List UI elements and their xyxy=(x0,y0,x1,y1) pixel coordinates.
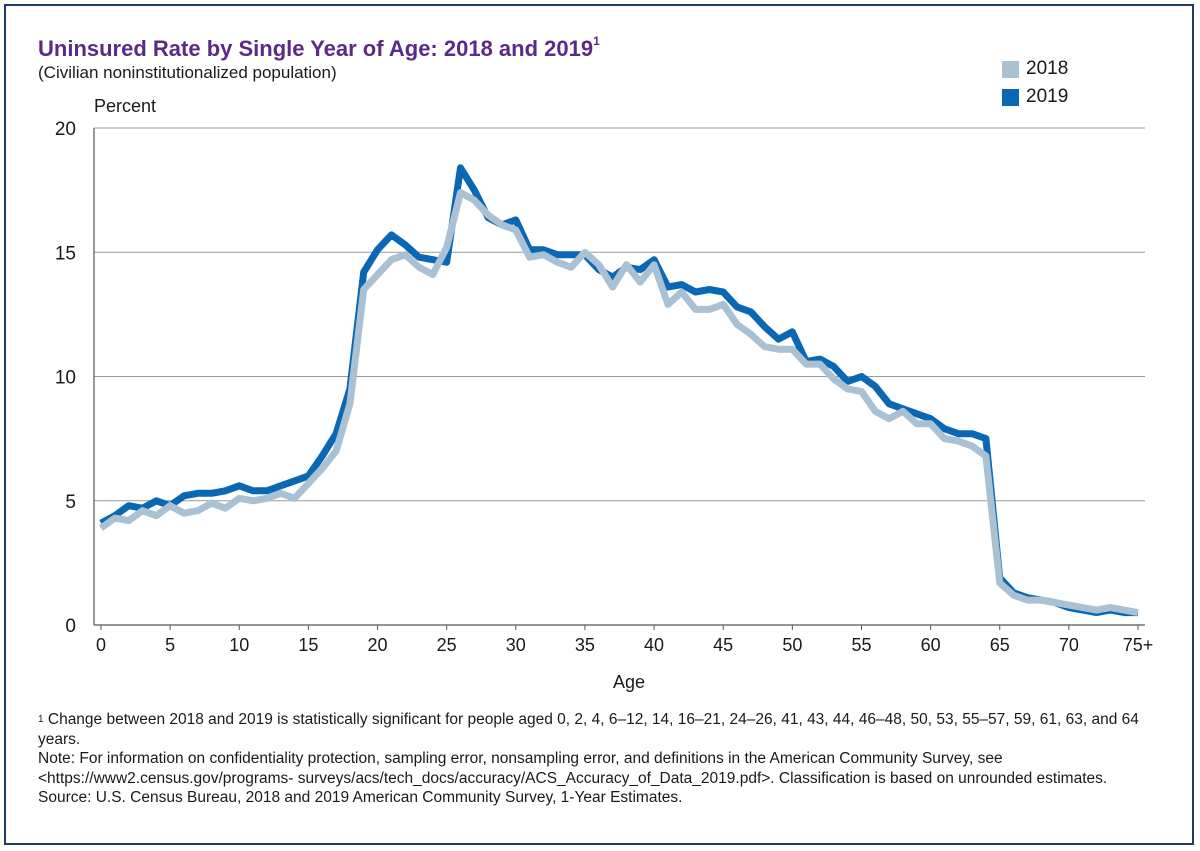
footnotes: 1 Change between 2018 and 2019 is statis… xyxy=(38,710,1168,808)
footnote-1: 1 Change between 2018 and 2019 is statis… xyxy=(38,710,1168,749)
footnote-note: Note: For information on confidentiality… xyxy=(38,750,1108,787)
legend-swatch-2018 xyxy=(1002,60,1019,78)
series-line-2018 xyxy=(98,189,1139,617)
y-tick-label-0: 0 xyxy=(65,616,76,637)
x-tick-label-10: 10 xyxy=(229,635,249,655)
x-tick-label-5: 5 xyxy=(165,635,175,655)
x-axis-label: Age xyxy=(613,672,645,692)
x-tick-label-15: 15 xyxy=(298,635,318,655)
footnote-marker: 1 xyxy=(38,714,44,725)
x-tick-label-35: 35 xyxy=(575,635,595,655)
x-tick-label-75+: 75+ xyxy=(1123,635,1154,655)
x-tick-label-60: 60 xyxy=(921,635,941,655)
x-tick-label-30: 30 xyxy=(506,635,526,655)
legend-label-2018: 2018 xyxy=(1026,58,1069,79)
legend-label-2019: 2019 xyxy=(1026,86,1069,107)
y-tick-label-20: 20 xyxy=(55,119,76,140)
y-tick-label-10: 10 xyxy=(55,368,76,389)
x-tick-label-70: 70 xyxy=(1059,635,1079,655)
series-lines xyxy=(98,164,1139,617)
x-tick-label-0: 0 xyxy=(96,635,106,655)
y-tick-label-5: 5 xyxy=(65,492,76,513)
chart-subtitle: (Civilian noninstitutionalized populatio… xyxy=(38,63,337,82)
x-tick-label-50: 50 xyxy=(782,635,802,655)
gridlines xyxy=(93,127,1145,626)
x-tick-label-45: 45 xyxy=(713,635,733,655)
y-axis-label: Percent xyxy=(94,96,156,116)
x-tick-labels: 0 5 10 15 20 25 30 35 40 45 50 55 60 65 70 75+ xyxy=(96,625,1153,655)
x-tick-label-65: 65 xyxy=(990,635,1010,655)
legend-item-2018: 2018 xyxy=(1002,55,1068,83)
legend: 2018 2019 xyxy=(1002,55,1068,111)
x-tick-label-25: 25 xyxy=(437,635,457,655)
chart-title-text: Uninsured Rate by Single Year of Age: 20… xyxy=(38,36,594,61)
x-tick-label-40: 40 xyxy=(644,635,664,655)
footnote-1-text: Change between 2018 and 2019 is statisti… xyxy=(38,711,1139,748)
chart-title: Uninsured Rate by Single Year of Age: 20… xyxy=(38,34,600,62)
title-footnote-marker: 1 xyxy=(593,34,600,48)
chart-frame xyxy=(4,4,1194,845)
legend-swatch-2019 xyxy=(1002,88,1019,106)
y-tick-labels: 0 5 10 15 20 xyxy=(55,119,76,637)
x-tick-label-20: 20 xyxy=(368,635,388,655)
footnote-source: Source: U.S. Census Bureau, 2018 and 201… xyxy=(38,789,683,806)
series-line-2019 xyxy=(99,164,1138,617)
y-tick-label-15: 15 xyxy=(55,243,76,264)
legend-item-2019: 2019 xyxy=(1002,83,1068,111)
x-tick-label-55: 55 xyxy=(851,635,871,655)
